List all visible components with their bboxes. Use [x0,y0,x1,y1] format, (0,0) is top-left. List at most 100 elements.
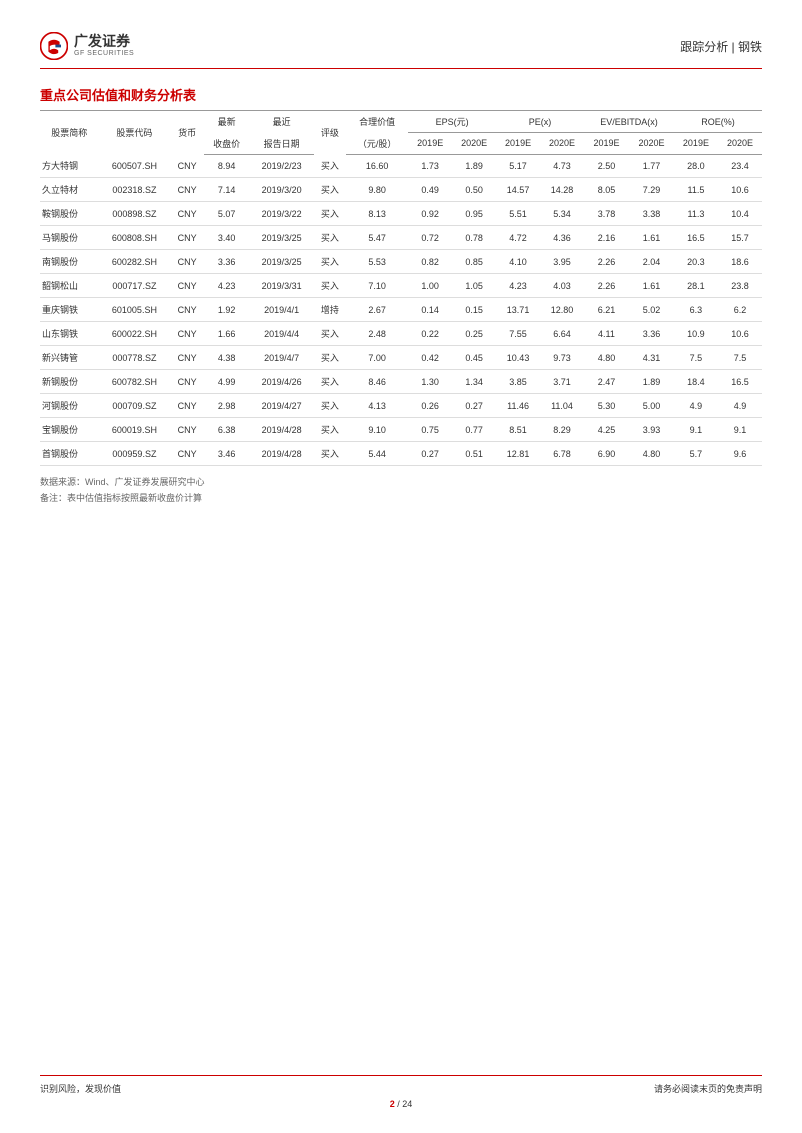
cell-roe19: 16.5 [674,226,718,250]
footer-left: 识别风险，发现价值 [40,1082,121,1095]
cell-cur: CNY [170,202,204,226]
cell-cur: CNY [170,418,204,442]
cell-eps19: 0.27 [408,442,452,466]
cell-roe20: 23.4 [718,154,762,178]
cell-rating: 买入 [314,322,346,346]
page-header: 广发证券 GF SECURITIES 跟踪分析 | 钢铁 [40,32,762,69]
cell-cur: CNY [170,298,204,322]
cell-roe20: 10.6 [718,322,762,346]
cell-pe20: 6.64 [540,322,584,346]
cell-eps20: 0.50 [452,178,496,202]
cell-name: 山东钢铁 [40,322,99,346]
th-code: 股票代码 [99,111,171,155]
logo-icon [40,32,68,60]
th-eps: EPS(元) [408,111,496,133]
cell-eps20: 0.45 [452,346,496,370]
table-row: 重庆钢铁601005.SHCNY1.922019/4/1增持2.670.140.… [40,298,762,322]
cell-ev20: 5.02 [629,298,674,322]
cell-pe20: 8.29 [540,418,584,442]
cell-pe20: 6.78 [540,442,584,466]
cell-eps20: 0.85 [452,250,496,274]
th-ev: EV/EBITDA(x) [584,111,674,133]
th-roe: ROE(%) [674,111,762,133]
th-date-1: 最近 [249,111,313,133]
cell-ev19: 2.26 [584,250,629,274]
cell-fair: 2.67 [346,298,408,322]
cell-cur: CNY [170,346,204,370]
cell-pe19: 7.55 [496,322,540,346]
cell-pe19: 10.43 [496,346,540,370]
cell-name: 重庆钢铁 [40,298,99,322]
cell-name: 马钢股份 [40,226,99,250]
cell-roe20: 9.1 [718,418,762,442]
cell-name: 韶钢松山 [40,274,99,298]
cell-rating: 买入 [314,226,346,250]
cell-pe20: 11.04 [540,394,584,418]
cell-eps19: 0.14 [408,298,452,322]
table-row: 新兴铸管000778.SZCNY4.382019/4/7买入7.000.420.… [40,346,762,370]
cell-date: 2019/4/7 [249,346,313,370]
cell-ev19: 8.05 [584,178,629,202]
cell-eps20: 0.51 [452,442,496,466]
cell-ev19: 2.50 [584,154,629,178]
page-total: 24 [402,1099,412,1109]
cell-rating: 买入 [314,250,346,274]
cell-code: 002318.SZ [99,178,171,202]
cell-rating: 买入 [314,442,346,466]
cell-cur: CNY [170,250,204,274]
cell-roe19: 5.7 [674,442,718,466]
cell-fair: 16.60 [346,154,408,178]
cell-eps20: 0.95 [452,202,496,226]
cell-rating: 买入 [314,394,346,418]
cell-fair: 8.13 [346,202,408,226]
cell-roe19: 7.5 [674,346,718,370]
logo-cn: 广发证券 [74,34,134,49]
cell-ev19: 4.80 [584,346,629,370]
cell-eps20: 0.27 [452,394,496,418]
cell-pe20: 4.73 [540,154,584,178]
cell-price: 2.98 [204,394,249,418]
cell-eps19: 0.49 [408,178,452,202]
cell-rating: 买入 [314,370,346,394]
cell-name: 河钢股份 [40,394,99,418]
cell-eps19: 0.22 [408,322,452,346]
cell-rating: 买入 [314,346,346,370]
logo: 广发证券 GF SECURITIES [40,32,134,60]
cell-rating: 买入 [314,178,346,202]
cell-eps19: 1.00 [408,274,452,298]
cell-rating: 买入 [314,274,346,298]
th-price-2: 收盘价 [204,133,249,155]
cell-eps19: 0.42 [408,346,452,370]
cell-rating: 买入 [314,418,346,442]
cell-date: 2019/3/25 [249,250,313,274]
th-pe-2019: 2019E [496,133,540,155]
cell-code: 000709.SZ [99,394,171,418]
cell-pe19: 4.23 [496,274,540,298]
cell-date: 2019/4/1 [249,298,313,322]
cell-ev20: 1.89 [629,370,674,394]
cell-ev19: 6.90 [584,442,629,466]
cell-eps19: 0.26 [408,394,452,418]
cell-roe20: 15.7 [718,226,762,250]
cell-code: 600782.SH [99,370,171,394]
cell-cur: CNY [170,394,204,418]
cell-roe20: 9.6 [718,442,762,466]
table-row: 首钢股份000959.SZCNY3.462019/4/28买入5.440.270… [40,442,762,466]
cell-roe19: 6.3 [674,298,718,322]
cell-price: 3.36 [204,250,249,274]
cell-date: 2019/3/22 [249,202,313,226]
cell-price: 7.14 [204,178,249,202]
cell-roe20: 16.5 [718,370,762,394]
th-pe-2020: 2020E [540,133,584,155]
cell-roe20: 23.8 [718,274,762,298]
cell-roe19: 11.5 [674,178,718,202]
table-row: 南钢股份600282.SHCNY3.362019/3/25买入5.530.820… [40,250,762,274]
cell-fair: 7.10 [346,274,408,298]
cell-roe19: 20.3 [674,250,718,274]
cell-eps20: 0.25 [452,322,496,346]
cell-ev19: 3.78 [584,202,629,226]
cell-ev19: 6.21 [584,298,629,322]
logo-text: 广发证券 GF SECURITIES [74,34,134,57]
cell-price: 1.66 [204,322,249,346]
cell-roe20: 10.6 [718,178,762,202]
